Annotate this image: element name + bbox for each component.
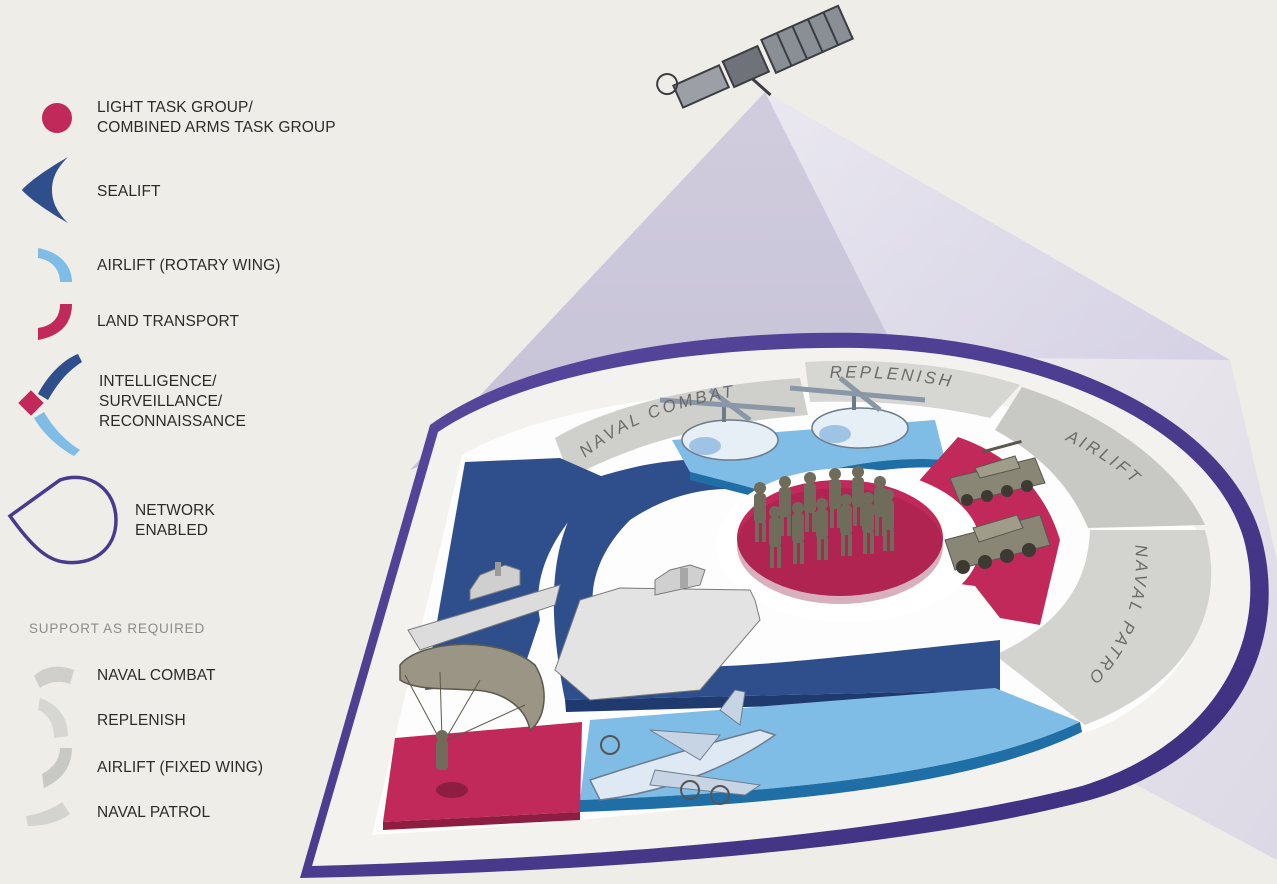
amphibious-ship bbox=[554, 564, 761, 701]
ring-naval-combat bbox=[555, 378, 808, 478]
aircraft-icon bbox=[588, 689, 777, 805]
soldiers-icon bbox=[754, 466, 894, 568]
helicopter-icon bbox=[659, 376, 926, 461]
legend-isr: INTELLIGENCE/ SURVEILLANCE/ RECONNAISSAN… bbox=[99, 373, 246, 430]
legend-naval-patrol: NAVAL PATROL bbox=[97, 804, 211, 821]
land-transport-icon bbox=[38, 304, 72, 340]
frigate-ship bbox=[407, 562, 561, 651]
ring-airlift bbox=[995, 387, 1205, 528]
legend-airlift-fixed: AIRLIFT (FIXED WING) bbox=[97, 759, 264, 776]
light-task-group-icon bbox=[42, 103, 72, 133]
isr-icon bbox=[18, 354, 82, 456]
naval-combat-support-icon bbox=[34, 666, 74, 688]
airlift-rotary-icon bbox=[38, 248, 72, 282]
parachute-icon bbox=[399, 643, 545, 798]
network-enabled-icon bbox=[7, 475, 118, 565]
legend-naval-combat: NAVAL COMBAT bbox=[97, 667, 216, 684]
naval-patrol-support-icon bbox=[26, 802, 70, 826]
support-ring bbox=[555, 360, 1212, 725]
ring-naval-patrol bbox=[995, 530, 1212, 725]
legend-replenish: REPLENISH bbox=[97, 712, 186, 729]
legend-network-enabled: NETWORK ENABLED bbox=[135, 502, 215, 539]
legend-sealift: SEALIFT bbox=[97, 183, 161, 200]
armored-vehicle-icon bbox=[944, 439, 1051, 574]
airlift-fixed-support-icon bbox=[42, 748, 72, 788]
legend-land-transport: LAND TRANSPORT bbox=[97, 313, 240, 330]
satellite-icon bbox=[656, 4, 855, 109]
legend-airlift-rotary: AIRLIFT (ROTARY WING) bbox=[97, 257, 281, 274]
ship-icon bbox=[407, 562, 761, 701]
replenish-support-icon bbox=[38, 698, 68, 738]
sealift-icon bbox=[22, 157, 68, 223]
ring-replenish bbox=[805, 360, 1020, 418]
legend-light-task-group: LIGHT TASK GROUP/ COMBINED ARMS TASK GRO… bbox=[97, 99, 336, 136]
support-section-title: SUPPORT AS REQUIRED bbox=[29, 621, 205, 636]
